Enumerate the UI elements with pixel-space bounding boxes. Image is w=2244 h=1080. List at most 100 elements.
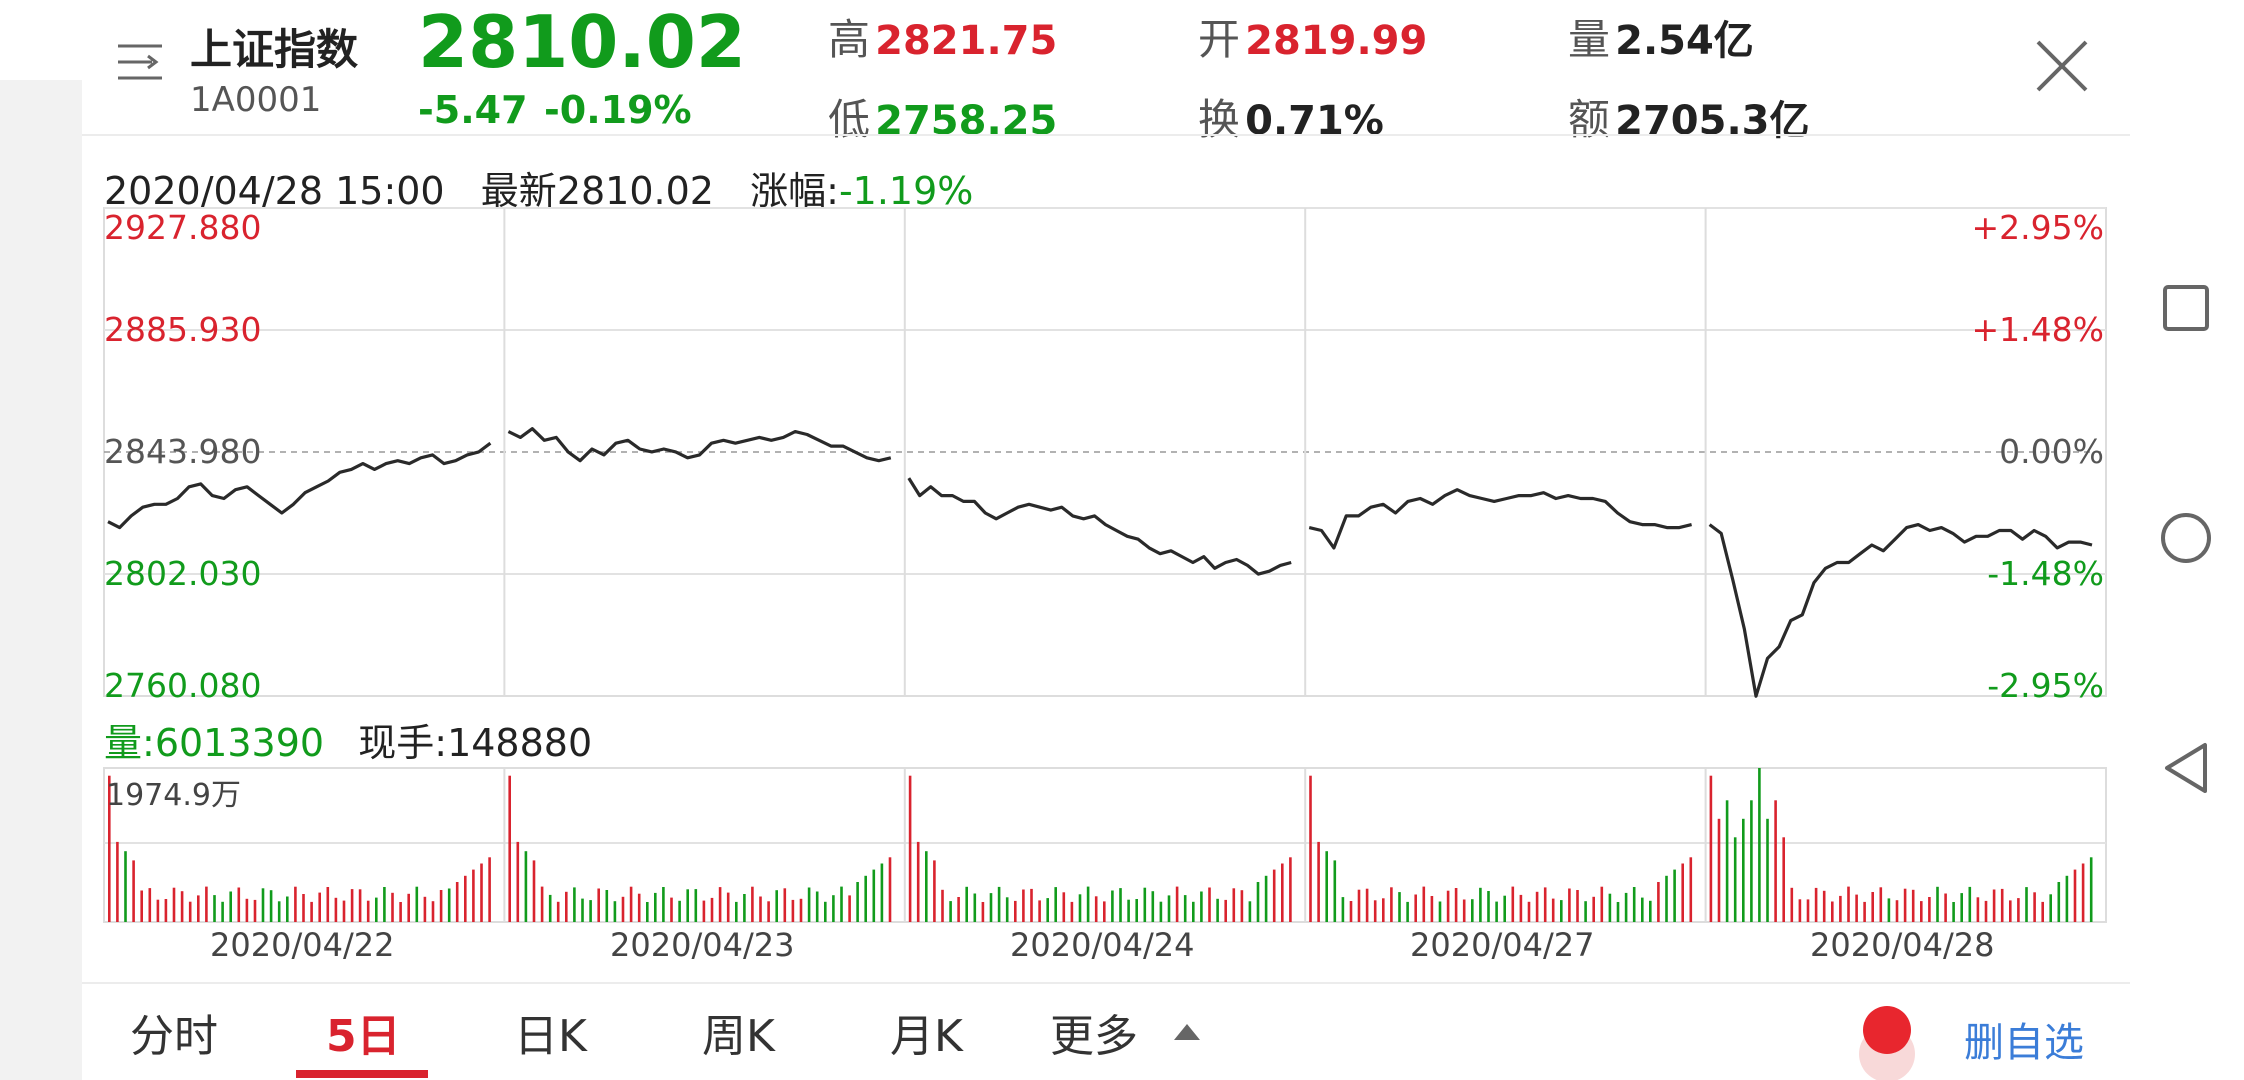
- volume-bar: [508, 775, 511, 922]
- volume-bar: [799, 898, 803, 922]
- caret-up-icon[interactable]: [1172, 1020, 1202, 1044]
- volume-bar: [1871, 892, 1874, 922]
- volume-bar: [1373, 900, 1377, 922]
- info-change-label: 涨幅:: [750, 169, 839, 213]
- volume-bar: [358, 889, 362, 922]
- volume-bar: [447, 888, 451, 922]
- volume-bar: [213, 895, 216, 922]
- volume-bar: [383, 887, 386, 922]
- stat-volume-value: 2.54亿: [1615, 18, 1754, 64]
- remove-watchlist-button[interactable]: 删自选: [1964, 1020, 2084, 1066]
- tab-daily-k[interactable]: 日K: [514, 1011, 587, 1062]
- volume-bar: [1317, 841, 1320, 922]
- volume-bar: [783, 888, 787, 922]
- price-tick-right-2: +1.48%: [1971, 310, 2104, 349]
- volume-bar: [556, 901, 560, 922]
- price-tick-right-1: +2.95%: [1971, 208, 2104, 247]
- volume-bar: [2041, 901, 2044, 922]
- tab-monthly-k[interactable]: 月K: [890, 1011, 963, 1062]
- volume-bar: [1014, 900, 1017, 922]
- volume-bar: [1216, 898, 1219, 922]
- tab-weekly-k[interactable]: 周K: [702, 1011, 775, 1062]
- volume-bar: [261, 888, 265, 922]
- volume-bar: [277, 901, 281, 922]
- tab-more[interactable]: 更多: [1050, 1011, 1138, 1062]
- volume-bar: [2073, 869, 2077, 922]
- stat-open-value: 2819.99: [1245, 18, 1428, 64]
- volume-bar: [775, 890, 778, 922]
- volume-bar: [1576, 890, 1579, 922]
- volume-bar: [997, 886, 1001, 922]
- volume-bar: [718, 887, 722, 922]
- volume-bar: [735, 901, 738, 922]
- volume-bar: [1855, 894, 1858, 922]
- volume-bar: [646, 902, 649, 922]
- volume-bar: [108, 775, 111, 922]
- volume-bar: [472, 869, 475, 922]
- volume-bar: [1289, 857, 1292, 922]
- tab-5day[interactable]: 5日: [326, 1011, 401, 1062]
- menu-icon[interactable]: [112, 38, 168, 88]
- volume-bar: [1232, 888, 1236, 922]
- home-icon[interactable]: [2156, 508, 2216, 568]
- volume-bar: [925, 851, 928, 922]
- volume-bar: [1256, 882, 1260, 922]
- volume-bar: [1543, 887, 1547, 922]
- date-label-3: 2020/04/24: [1010, 926, 1195, 964]
- volume-bar: [302, 894, 305, 922]
- volume-bar: [965, 886, 968, 922]
- close-icon[interactable]: [2032, 36, 2092, 96]
- tab-intraday[interactable]: 分时: [130, 1011, 218, 1062]
- price-tick-right-3: 0.00%: [1999, 432, 2104, 471]
- volume-bar: [1758, 768, 1761, 922]
- volume-bar: [1887, 898, 1891, 922]
- volume-bar: [366, 900, 370, 922]
- volume-bar: [1511, 886, 1515, 922]
- volume-bar: [1390, 887, 1393, 922]
- record-dot-icon[interactable]: [1840, 994, 1934, 1080]
- volume-bar: [1103, 901, 1106, 922]
- volume-bar: [989, 893, 993, 922]
- price-change: -5.47: [418, 88, 528, 132]
- volume-bar: [1503, 895, 1506, 922]
- volume-bar: [1094, 896, 1098, 922]
- volume-bar: [1281, 863, 1284, 922]
- volume-bar: [888, 857, 892, 922]
- volume-bar: [464, 875, 467, 922]
- volume-bar: [399, 902, 402, 922]
- stat-amount-value: 2705.3亿: [1615, 98, 1810, 144]
- volume-bar: [455, 882, 459, 922]
- volume-bar: [629, 886, 633, 922]
- info-datetime: 2020/04/28 15:00: [104, 169, 445, 213]
- volume-bar: [1600, 886, 1604, 922]
- volume-bar: [1224, 899, 1227, 922]
- volume-bar: [488, 857, 491, 922]
- volume-bar: [1839, 895, 1842, 922]
- hand-label: 现手:: [358, 721, 448, 765]
- volume-bar: [1984, 900, 1988, 922]
- volume-bar: [375, 897, 378, 922]
- volume-bar: [1365, 888, 1369, 922]
- volume-bar: [140, 890, 143, 922]
- recent-apps-icon[interactable]: [2156, 278, 2216, 338]
- volume-bar: [1992, 889, 1996, 922]
- volume-bar: [310, 901, 313, 922]
- price-tick-left-5: 2760.080: [104, 666, 262, 705]
- volume-bar: [423, 896, 427, 922]
- volume-bar: [1782, 837, 1785, 922]
- stat-open-label: 开: [1198, 15, 1241, 64]
- volume-bar: [188, 901, 192, 922]
- volume-bar: [197, 895, 200, 922]
- volume-bar: [1649, 900, 1652, 922]
- volume-bar: [1928, 897, 1931, 922]
- volume-bar: [1709, 775, 1713, 922]
- volume-bar: [1831, 901, 1834, 922]
- volume-bar: [439, 890, 443, 922]
- volume-bar: [1750, 800, 1753, 922]
- volume-bar: [710, 897, 714, 922]
- volume-bar: [1454, 888, 1458, 922]
- volume-bar: [1422, 886, 1426, 922]
- back-icon[interactable]: [2156, 738, 2216, 798]
